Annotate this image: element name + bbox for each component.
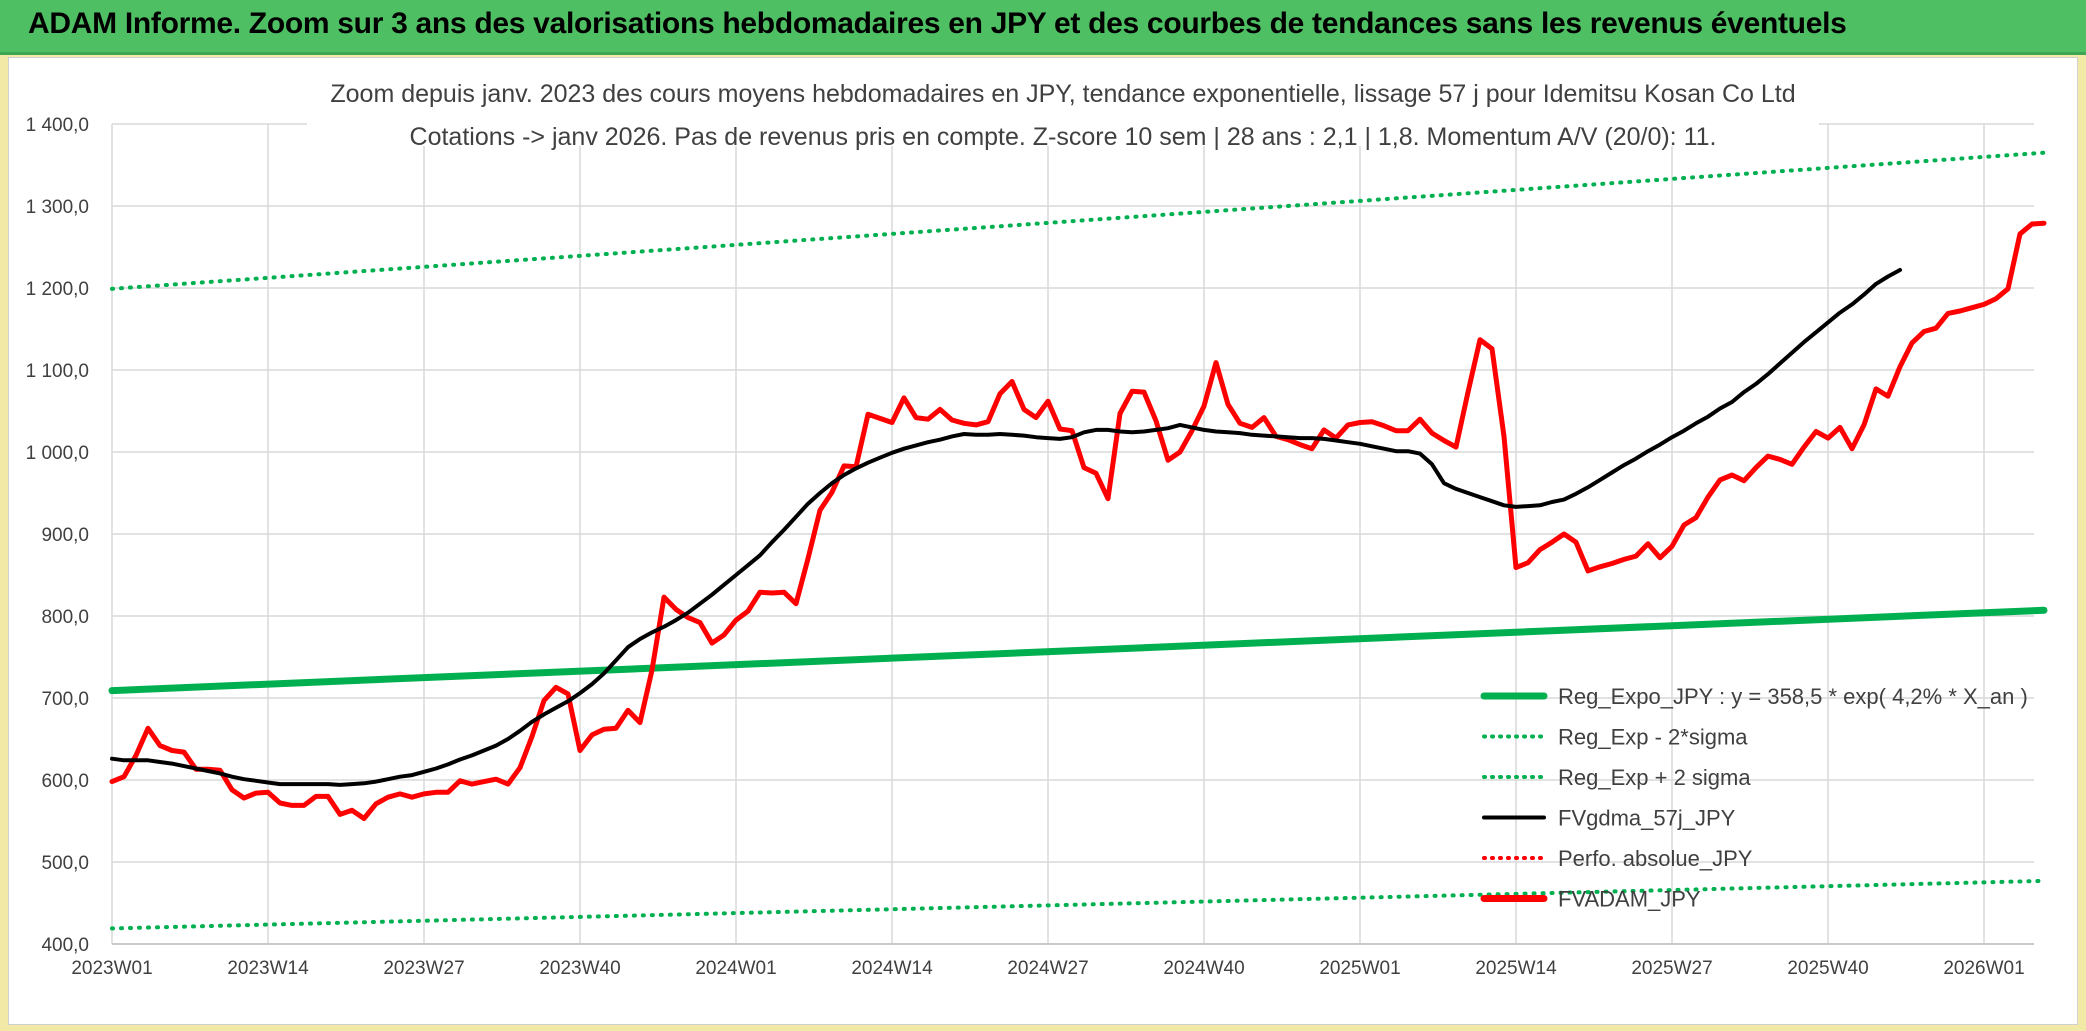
chart-legend: Reg_Expo_JPY : y = 358,5 * exp( 4,2% * X… bbox=[1480, 684, 2028, 912]
fvadam-price-line bbox=[109, 220, 2047, 821]
legend-label: FVgdma_57j_JPY bbox=[1558, 806, 1736, 831]
x-tick-label: 2026W01 bbox=[1943, 958, 2024, 979]
x-tick-label: 2025W40 bbox=[1787, 958, 1868, 979]
x-tick-label: 2024W27 bbox=[1007, 958, 1088, 979]
chart-panel: 1 400,0 1 300,0 1 200,0 1 100,0 1 000,0 900,0… bbox=[8, 57, 2078, 1025]
line-chart: 1 400,0 1 300,0 1 200,0 1 100,0 1 000,0 900,0… bbox=[26, 66, 2048, 979]
y-tick-label: 1 200,0 bbox=[26, 279, 89, 300]
subtitle-background bbox=[307, 66, 1819, 146]
upper-sigma-band-line bbox=[110, 150, 2046, 291]
x-axis-tick-labels: 2023W01 2023W14 2023W27 2023W40 2024W01 2024W… bbox=[71, 958, 2024, 979]
legend-label: Perfo. absolue_JPY bbox=[1558, 846, 1753, 871]
y-tick-label: 1 300,0 bbox=[26, 197, 89, 218]
y-tick-label: 600,0 bbox=[41, 771, 89, 792]
y-tick-label: 700,0 bbox=[41, 689, 89, 710]
y-axis-tick-labels: 1 400,0 1 300,0 1 200,0 1 100,0 1 000,0 900,0… bbox=[26, 115, 89, 956]
y-tick-label: 1 100,0 bbox=[26, 361, 89, 382]
legend-label: FVADAM_JPY bbox=[1558, 887, 1701, 912]
gridlines bbox=[111, 123, 2034, 945]
x-tick-label: 2023W14 bbox=[227, 958, 309, 979]
legend-label: Reg_Exp - 2*sigma bbox=[1558, 725, 1748, 750]
x-tick-label: 2024W40 bbox=[1163, 958, 1244, 979]
chart-subtitle-line-1: Zoom depuis janv. 2023 des cours moyens … bbox=[330, 80, 1795, 108]
x-tick-label: 2023W01 bbox=[71, 958, 152, 979]
y-tick-label: 800,0 bbox=[41, 607, 89, 628]
y-tick-label: 500,0 bbox=[41, 853, 89, 874]
report-title: ADAM Informe. Zoom sur 3 ans des valoris… bbox=[28, 7, 1847, 40]
chart-subtitle-line-2: Cotations -> janv 2026. Pas de revenus p… bbox=[410, 123, 1717, 151]
x-tick-label: 2023W40 bbox=[539, 958, 620, 979]
x-tick-label: 2024W01 bbox=[695, 958, 776, 979]
y-tick-label: 900,0 bbox=[41, 525, 89, 546]
y-tick-label: 1 400,0 bbox=[26, 115, 89, 136]
lower-sigma-band-line bbox=[110, 878, 2046, 931]
x-tick-label: 2025W27 bbox=[1631, 958, 1712, 979]
exponential-trend-line bbox=[108, 606, 2048, 695]
x-tick-label: 2025W01 bbox=[1319, 958, 1400, 979]
series-lines bbox=[108, 150, 2048, 931]
legend-label: Reg_Exp + 2 sigma bbox=[1558, 765, 1751, 790]
y-tick-label: 400,0 bbox=[41, 935, 89, 956]
gdma-57j-line bbox=[110, 268, 1902, 787]
x-tick-label: 2024W14 bbox=[851, 958, 933, 979]
legend-label: Reg_Expo_JPY : y = 358,5 * exp( 4,2% * X… bbox=[1558, 684, 2028, 709]
x-tick-label: 2023W27 bbox=[383, 958, 464, 979]
y-tick-label: 1 000,0 bbox=[26, 443, 89, 464]
title-banner: ADAM Informe. Zoom sur 3 ans des valoris… bbox=[0, 0, 2086, 55]
x-tick-label: 2025W14 bbox=[1475, 958, 1557, 979]
